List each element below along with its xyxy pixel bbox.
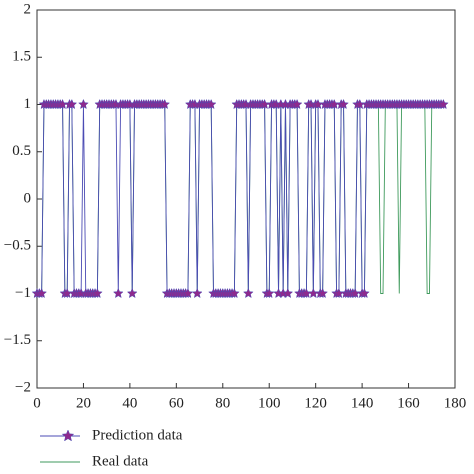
star-marker xyxy=(242,287,254,299)
star-marker xyxy=(66,98,78,110)
x-tick-label: 0 xyxy=(33,395,41,411)
y-tick-label: 0.5 xyxy=(12,143,31,159)
x-tick-label: 160 xyxy=(397,395,420,411)
star-marker xyxy=(338,98,349,110)
y-tick-label: −2 xyxy=(15,379,31,395)
legend-label: Prediction data xyxy=(92,427,183,443)
y-tick-label: 2 xyxy=(24,1,32,17)
legend-marker xyxy=(61,429,75,442)
y-tick-label: 1 xyxy=(24,96,32,112)
y-tick-label: 1.5 xyxy=(12,49,31,65)
legend-label: Real data xyxy=(92,453,149,469)
star-marker xyxy=(92,287,103,299)
x-tick-label: 100 xyxy=(258,395,281,411)
x-tick-label: 40 xyxy=(122,395,137,411)
x-tick-label: 180 xyxy=(444,395,467,411)
x-tick-label: 60 xyxy=(169,395,184,411)
y-tick-label: −1 xyxy=(15,285,31,301)
star-marker xyxy=(159,98,171,110)
star-marker xyxy=(191,287,203,299)
y-tick-label: 0 xyxy=(24,190,32,206)
plot-frame xyxy=(36,9,456,389)
star-marker xyxy=(263,287,275,299)
star-marker xyxy=(359,287,370,299)
x-tick-label: 140 xyxy=(351,395,374,411)
y-tick-label: −0.5 xyxy=(4,238,31,254)
star-marker xyxy=(36,287,48,299)
y-tick-label: −1.5 xyxy=(4,332,31,348)
star-marker xyxy=(317,287,329,299)
star-marker xyxy=(182,287,194,299)
x-tick-label: 20 xyxy=(76,395,91,411)
star-marker xyxy=(438,98,449,110)
star-marker xyxy=(291,98,303,110)
x-tick-label: 120 xyxy=(304,395,327,411)
series-line xyxy=(37,104,444,294)
star-marker xyxy=(112,287,124,299)
star-marker xyxy=(205,98,217,110)
star-marker xyxy=(126,287,138,299)
star-marker xyxy=(78,98,89,110)
x-tick-label: 80 xyxy=(215,395,230,411)
star-marker xyxy=(229,287,240,299)
star-marker xyxy=(282,287,294,299)
